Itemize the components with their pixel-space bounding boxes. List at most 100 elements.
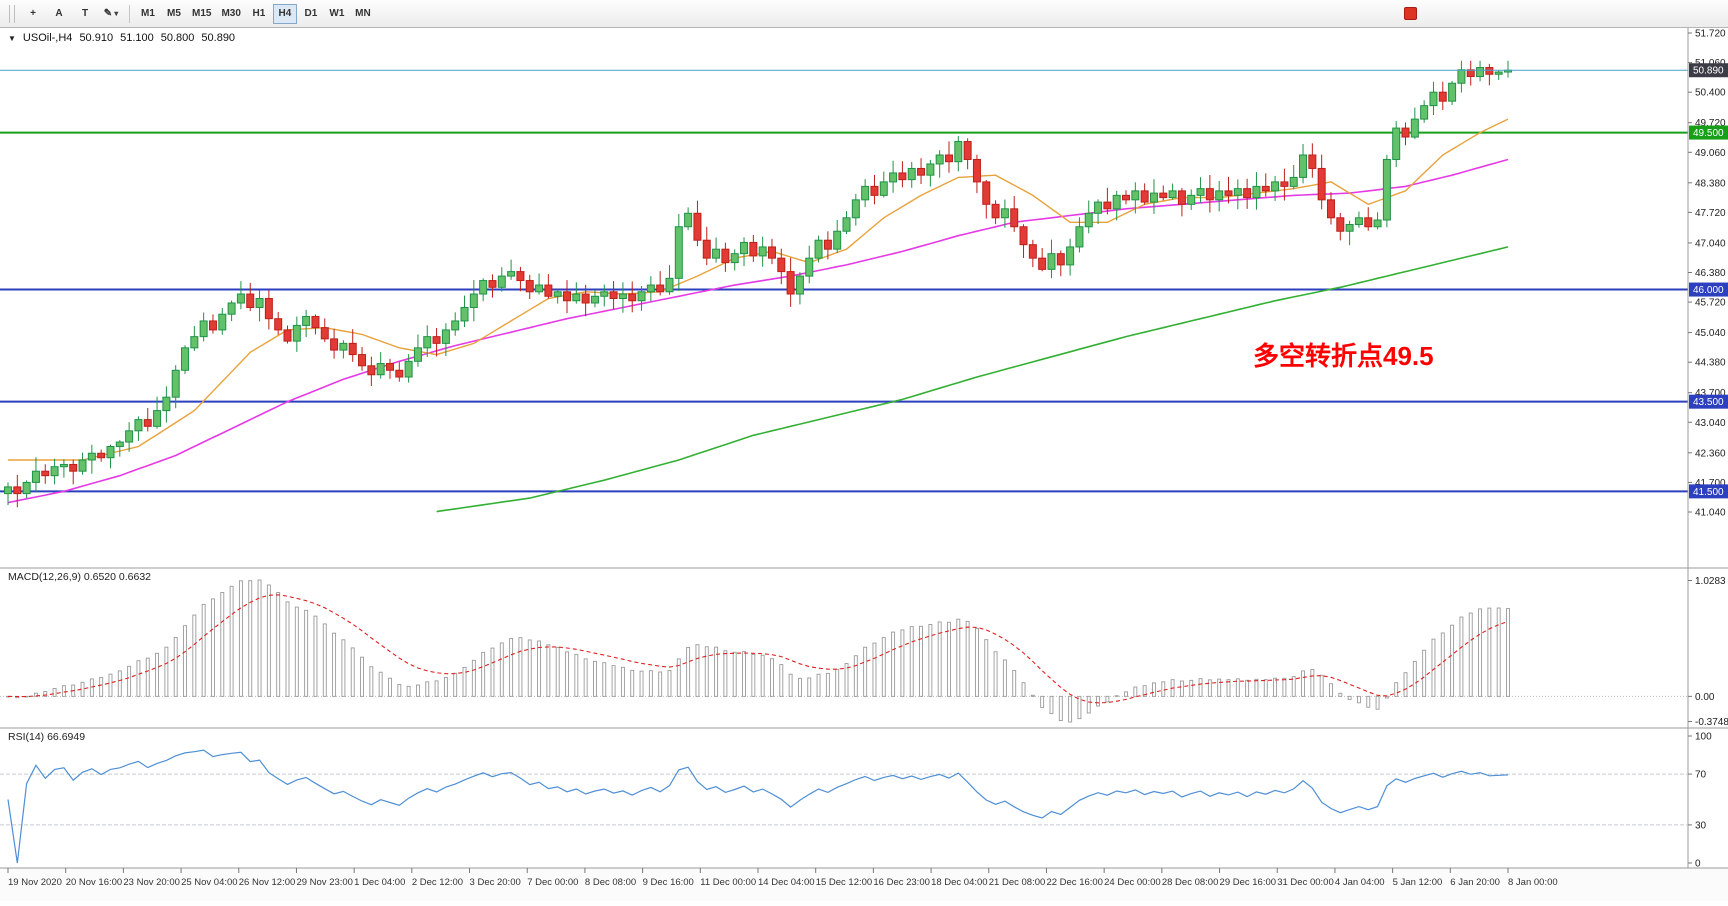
time-tick-label: 26 Nov 12:00: [239, 877, 296, 888]
tf-button[interactable]: M30: [221, 8, 241, 19]
candle-body: [311, 315, 320, 329]
draw-tools-dropdown[interactable]: ✎ ▾: [99, 4, 123, 24]
toolbar-grip[interactable]: [9, 4, 15, 23]
macd-histogram-bar: [527, 639, 532, 697]
macd-histogram-bar: [1282, 677, 1287, 697]
candle-body: [1066, 246, 1075, 266]
collapse-icon[interactable]: ▼: [8, 33, 16, 43]
red-marker-icon[interactable]: [1404, 7, 1417, 20]
time-tick-label: 29 Nov 23:00: [296, 877, 353, 888]
candle-body: [879, 181, 888, 196]
time-tick-label: 24 Dec 00:00: [1104, 877, 1161, 888]
candle-body: [413, 347, 422, 362]
price-tick-label: 41.700: [1695, 478, 1726, 489]
macd-histogram-bar: [462, 666, 467, 697]
candle-body: [97, 452, 106, 459]
candle-body: [1280, 181, 1289, 187]
macd-axis-label: 0.00: [1695, 692, 1715, 703]
candle-body: [954, 141, 963, 163]
time-tick-label: 8 Jan 00:00: [1508, 877, 1558, 888]
macd-histogram-bar: [546, 644, 551, 697]
candle-body: [1364, 217, 1373, 228]
time-tick-label: 1 Dec 04:00: [354, 877, 405, 888]
macd-histogram-bar: [555, 646, 560, 697]
macd-histogram-bar: [891, 631, 896, 697]
candle-body: [1289, 176, 1298, 187]
macd-histogram-bar: [201, 603, 206, 697]
macd-histogram-bar: [1338, 692, 1343, 697]
candle-body: [833, 230, 842, 250]
candle-body: [749, 241, 758, 257]
macd-histogram-bar: [453, 672, 458, 697]
candle-body: [479, 280, 488, 295]
price-tick-label: 48.380: [1695, 178, 1726, 189]
candle-body: [926, 163, 935, 176]
tf-button[interactable]: D1: [304, 8, 318, 19]
pencil-icon: ✎: [103, 8, 113, 19]
candle-body: [190, 336, 199, 349]
candle-body: [982, 181, 991, 205]
tf-button[interactable]: W1: [329, 8, 345, 19]
candle-body: [125, 430, 134, 443]
candle-body: [1149, 192, 1158, 203]
candle-body: [330, 338, 339, 351]
price-tick-label: 50.400: [1695, 88, 1726, 99]
candle-body: [1010, 208, 1019, 228]
macd-histogram-bar: [1002, 659, 1007, 697]
tf-button[interactable]: M15: [192, 8, 212, 19]
time-axis-strip[interactable]: [0, 868, 1728, 901]
tf-button[interactable]: MN: [355, 8, 371, 19]
candle-body: [1112, 194, 1121, 210]
text-tool-button[interactable]: A: [55, 8, 63, 19]
candle-body: [488, 280, 497, 288]
candle-body: [385, 363, 394, 371]
text-label-button[interactable]: T: [81, 8, 89, 19]
chart-annotation-text[interactable]: 多空转折点49.5: [1253, 341, 1434, 371]
time-tick-label: 6 Jan 20:00: [1450, 877, 1500, 888]
candle-body: [22, 481, 31, 495]
chart-canvas[interactable]: 51.72051.06050.40049.72049.06048.38047.7…: [0, 28, 1728, 901]
chart-plot-area[interactable]: [0, 28, 1728, 901]
price-tick-label: 41.040: [1695, 508, 1726, 519]
toolbar: + A T ✎ ▾ M1 M5 M15 M30 H1 H4 D1 W1 MN: [0, 0, 1728, 28]
macd-histogram-bar: [220, 592, 225, 697]
candle-body: [814, 239, 823, 259]
tf-button[interactable]: M1: [141, 8, 155, 19]
price-tick-label: 45.040: [1695, 328, 1726, 339]
candle-body: [339, 342, 348, 351]
macd-histogram-bar: [788, 673, 793, 697]
macd-histogram-bar: [1384, 695, 1389, 699]
macd-histogram-bar: [732, 651, 737, 697]
time-tick-label: 16 Dec 23:00: [873, 877, 930, 888]
candle-body: [1056, 253, 1065, 266]
price-badge: [1689, 282, 1728, 297]
price-tick-label: 49.060: [1695, 148, 1726, 159]
time-tick-label: 8 Dec 08:00: [585, 877, 636, 888]
tf-button[interactable]: M5: [167, 8, 181, 19]
macd-histogram-bar: [919, 625, 923, 697]
candle-body: [712, 248, 721, 259]
macd-histogram-bar: [155, 652, 160, 697]
macd-histogram-bar: [667, 670, 672, 697]
macd-histogram-bar: [1114, 695, 1119, 697]
macd-histogram-bar: [1217, 678, 1222, 697]
candle-body: [1354, 217, 1363, 226]
macd-histogram-bar: [1198, 678, 1203, 697]
candle-body: [1038, 257, 1047, 270]
macd-histogram-bar: [1319, 674, 1324, 697]
candle-body: [674, 226, 683, 279]
tf-button[interactable]: H4: [272, 3, 297, 24]
candle-body: [106, 446, 115, 459]
tf-button[interactable]: H1: [252, 8, 266, 19]
price-badge: [1689, 484, 1728, 499]
candle-body: [1448, 82, 1457, 102]
crosshair-icon[interactable]: +: [30, 8, 36, 19]
macd-histogram-bar: [350, 647, 355, 697]
candle-body: [218, 313, 227, 331]
candle-body: [87, 452, 96, 461]
macd-histogram-bar: [1133, 686, 1138, 697]
price-tick-label: 43.700: [1695, 388, 1726, 399]
macd-histogram-bar: [807, 677, 812, 697]
candle-body: [1084, 212, 1093, 228]
candle-body: [1019, 226, 1028, 246]
